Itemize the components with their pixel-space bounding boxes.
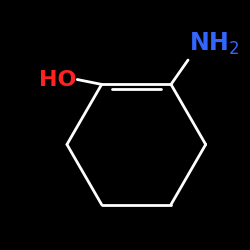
Text: HO: HO [38,70,76,89]
Text: NH$_2$: NH$_2$ [189,31,239,57]
